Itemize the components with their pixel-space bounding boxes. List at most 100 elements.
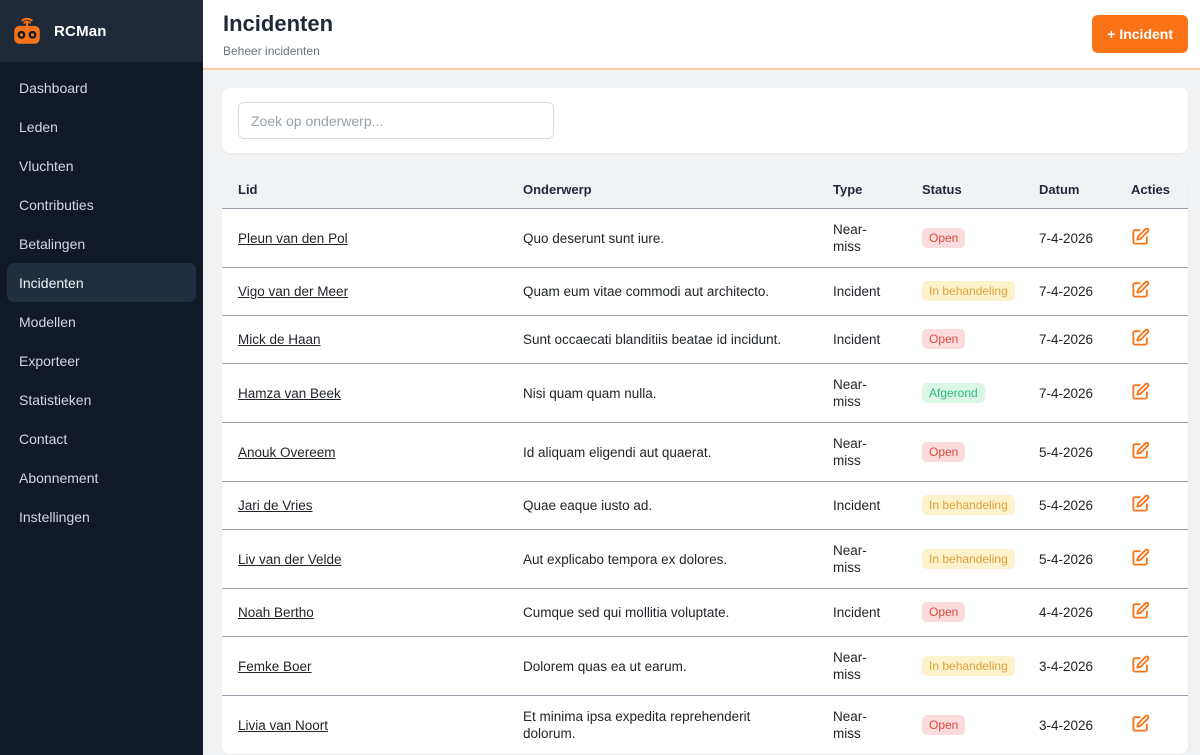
table-row: Livia van Noort Et minima ipsa expedita … bbox=[222, 695, 1188, 754]
date-cell: 7-4-2026 bbox=[1023, 267, 1115, 316]
member-link[interactable]: Anouk Overeem bbox=[238, 444, 336, 460]
edit-button[interactable] bbox=[1131, 714, 1150, 733]
brand-header: RCMan bbox=[0, 0, 203, 62]
column-header-status: Status bbox=[906, 171, 1023, 209]
member-link[interactable]: Mick de Haan bbox=[238, 332, 321, 347]
status-badge: Open bbox=[922, 227, 966, 248]
sidebar-item-betalingen[interactable]: Betalingen bbox=[19, 235, 86, 252]
status-badge: In behandeling bbox=[922, 548, 1015, 569]
status-badge: Afgerond bbox=[922, 382, 985, 403]
status-badge: Open bbox=[922, 602, 966, 623]
rc-controller-logo-icon bbox=[10, 14, 44, 48]
sidebar-item-incidenten[interactable]: Incidenten bbox=[7, 263, 196, 302]
type-cell: Near-miss bbox=[817, 422, 906, 482]
status-badge: In behandeling bbox=[922, 655, 1015, 676]
incidents-table-card: Lid Onderwerp Type Status Datum Acties P… bbox=[222, 171, 1188, 754]
sidebar-item-statistieken[interactable]: Statistieken bbox=[19, 391, 92, 408]
subject-cell: Id aliquam eligendi aut quaerat. bbox=[507, 422, 817, 482]
type-cell: Incident bbox=[817, 588, 906, 637]
member-link[interactable]: Livia van Noort bbox=[238, 717, 329, 733]
type-cell: Incident bbox=[817, 267, 906, 316]
subject-cell: Cumque sed qui mollitia voluptate. bbox=[507, 588, 817, 637]
column-header-lid: Lid bbox=[222, 171, 507, 209]
sidebar-item-leden[interactable]: Leden bbox=[19, 118, 58, 135]
subject-cell: Et minima ipsa expedita reprehenderit do… bbox=[507, 695, 817, 754]
table-row: Hamza van Beek Nisi quam quam nulla. Nea… bbox=[222, 363, 1188, 423]
edit-button[interactable] bbox=[1131, 382, 1150, 401]
table-row: Liv van der Velde Aut explicabo tempora … bbox=[222, 529, 1188, 589]
subject-cell: Sunt occaecati blanditiis beatae id inci… bbox=[507, 315, 817, 364]
search-input[interactable] bbox=[238, 102, 554, 139]
date-cell: 7-4-2026 bbox=[1023, 363, 1115, 423]
member-link[interactable]: Hamza van Beek bbox=[238, 385, 341, 401]
edit-button[interactable] bbox=[1131, 494, 1150, 513]
member-link[interactable]: Jari de Vries bbox=[238, 498, 313, 513]
edit-button[interactable] bbox=[1131, 655, 1150, 674]
table-row: Mick de Haan Sunt occaecati blanditiis b… bbox=[222, 315, 1188, 364]
date-cell: 5-4-2026 bbox=[1023, 529, 1115, 589]
subject-cell: Dolorem quas ea ut earum. bbox=[507, 636, 817, 696]
subject-cell: Quae eaque iusto ad. bbox=[507, 481, 817, 530]
edit-button[interactable] bbox=[1131, 548, 1150, 567]
status-badge: Open bbox=[922, 329, 966, 350]
subject-cell: Aut explicabo tempora ex dolores. bbox=[507, 529, 817, 589]
type-cell: Incident bbox=[817, 481, 906, 530]
edit-pencil-icon bbox=[1131, 548, 1150, 567]
sidebar: RCMan Dashboard Leden Vluchten Contribut… bbox=[0, 0, 203, 755]
sidebar-item-abonnement[interactable]: Abonnement bbox=[19, 469, 99, 486]
status-badge: Open bbox=[922, 714, 966, 735]
date-cell: 5-4-2026 bbox=[1023, 481, 1115, 530]
type-cell: Incident bbox=[817, 315, 906, 364]
incidents-table: Lid Onderwerp Type Status Datum Acties P… bbox=[222, 171, 1188, 754]
sidebar-item-contact[interactable]: Contact bbox=[19, 430, 68, 447]
sidebar-item-dashboard[interactable]: Dashboard bbox=[19, 79, 88, 96]
status-badge: Open bbox=[922, 441, 966, 462]
date-cell: 3-4-2026 bbox=[1023, 636, 1115, 696]
status-badge: In behandeling bbox=[922, 281, 1015, 302]
edit-pencil-icon bbox=[1131, 328, 1150, 347]
edit-button[interactable] bbox=[1131, 328, 1150, 347]
sidebar-item-contributies[interactable]: Contributies bbox=[19, 196, 94, 213]
table-row: Vigo van der Meer Quam eum vitae commodi… bbox=[222, 267, 1188, 316]
date-cell: 7-4-2026 bbox=[1023, 208, 1115, 268]
edit-pencil-icon bbox=[1131, 601, 1150, 620]
edit-pencil-icon bbox=[1131, 280, 1150, 299]
edit-button[interactable] bbox=[1131, 227, 1150, 246]
table-row: Anouk Overeem Id aliquam eligendi aut qu… bbox=[222, 422, 1188, 482]
edit-button[interactable] bbox=[1131, 601, 1150, 620]
edit-pencil-icon bbox=[1131, 714, 1150, 733]
type-cell: Near-miss bbox=[817, 529, 906, 589]
edit-button[interactable] bbox=[1131, 280, 1150, 299]
subject-cell: Quo deserunt sunt iure. bbox=[507, 208, 817, 268]
brand-name: RCMan bbox=[54, 22, 107, 40]
date-cell: 4-4-2026 bbox=[1023, 588, 1115, 637]
edit-pencil-icon bbox=[1131, 382, 1150, 401]
member-link[interactable]: Femke Boer bbox=[238, 658, 312, 674]
table-row: Pleun van den Pol Quo deserunt sunt iure… bbox=[222, 208, 1188, 268]
date-cell: 3-4-2026 bbox=[1023, 695, 1115, 754]
member-link[interactable]: Vigo van der Meer bbox=[238, 284, 349, 299]
page-header: Incidenten Beheer incidenten + Incident bbox=[203, 0, 1200, 70]
edit-button[interactable] bbox=[1131, 441, 1150, 460]
date-cell: 5-4-2026 bbox=[1023, 422, 1115, 482]
add-incident-button[interactable]: + Incident bbox=[1092, 15, 1188, 53]
column-header-acties: Acties bbox=[1115, 171, 1188, 209]
member-link[interactable]: Noah Bertho bbox=[238, 605, 314, 620]
edit-pencil-icon bbox=[1131, 227, 1150, 246]
page-subtitle: Beheer incidenten bbox=[223, 44, 320, 58]
member-link[interactable]: Liv van der Velde bbox=[238, 551, 342, 567]
table-row: Femke Boer Dolorem quas ea ut earum. Nea… bbox=[222, 636, 1188, 696]
sidebar-item-exporteer[interactable]: Exporteer bbox=[19, 352, 80, 369]
sidebar-item-modellen[interactable]: Modellen bbox=[19, 313, 76, 330]
type-cell: Near-miss bbox=[817, 695, 906, 754]
subject-cell: Quam eum vitae commodi aut architecto. bbox=[507, 267, 817, 316]
member-link[interactable]: Pleun van den Pol bbox=[238, 230, 348, 246]
content-area: Lid Onderwerp Type Status Datum Acties P… bbox=[203, 70, 1200, 755]
sidebar-item-vluchten[interactable]: Vluchten bbox=[19, 157, 74, 174]
type-cell: Near-miss bbox=[817, 363, 906, 423]
column-header-datum: Datum bbox=[1023, 171, 1115, 209]
sidebar-nav: Dashboard Leden Vluchten Contributies Be… bbox=[0, 62, 203, 536]
table-row: Noah Bertho Cumque sed qui mollitia volu… bbox=[222, 588, 1188, 637]
sidebar-item-instellingen[interactable]: Instellingen bbox=[19, 508, 90, 525]
status-badge: In behandeling bbox=[922, 495, 1015, 516]
